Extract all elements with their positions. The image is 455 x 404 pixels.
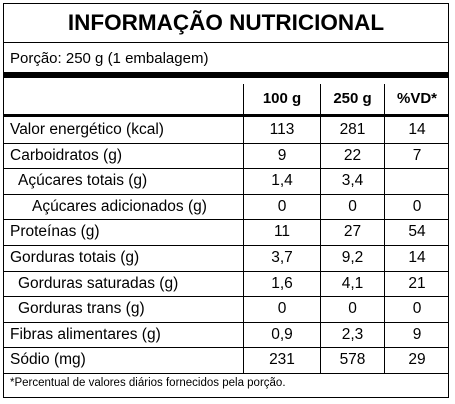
panel-title: INFORMAÇÃO NUTRICIONAL	[67, 10, 385, 35]
row-divider	[4, 270, 448, 272]
value-v250: 4,1	[341, 274, 364, 292]
row-divider	[4, 321, 448, 323]
portion-size: Porção: 250 g (1 embalagem)	[10, 50, 209, 67]
value-v250: 281	[339, 121, 366, 138]
table-row: Gorduras totais (g) 3,7 9,2 14	[4, 245, 448, 270]
value-v100: 3,7	[271, 249, 293, 266]
divider	[4, 42, 448, 43]
value-v250: 2,3	[341, 325, 364, 343]
value-v100: 9	[277, 146, 287, 164]
value-v250: 0	[348, 197, 357, 215]
header-divider	[4, 114, 448, 117]
value-vd: 54	[408, 223, 426, 241]
header-250g: 250 g	[333, 90, 372, 107]
nutrient-label: Açúcares adicionados (g)	[32, 197, 207, 215]
nutrient-label: Proteínas (g)	[10, 223, 100, 241]
value-v100: 0	[277, 300, 287, 318]
value-v250: 3,4	[341, 172, 364, 190]
column-divider	[384, 84, 385, 374]
table-row: Sódio (mg) 231 578 29	[4, 347, 448, 372]
value-vd: 14	[408, 249, 426, 266]
table-row: Açúcares adicionados (g) 0 0 0	[4, 194, 448, 219]
row-divider	[4, 219, 448, 221]
row-divider	[4, 347, 448, 349]
value-v100: 0,9	[271, 325, 293, 343]
row-divider	[4, 296, 448, 298]
value-v100: 231	[269, 351, 295, 369]
table-row: Valor energético (kcal) 113 281 14	[4, 117, 448, 142]
value-v100: 11	[273, 223, 291, 241]
header-100g: 100 g	[262, 90, 302, 107]
table-row: Carboidratos (g) 9 22 7	[4, 143, 448, 168]
table-row: Fibras alimentares (g) 0,9 2,3 9	[4, 322, 448, 347]
nutrient-label: Gorduras saturadas (g)	[18, 274, 179, 292]
nutrient-label: Valor energético (kcal)	[10, 121, 164, 138]
value-v250: 27	[343, 223, 362, 241]
table-row: Açúcares totais (g) 1,4 3,4	[4, 168, 448, 193]
nutrient-label: Gorduras totais (g)	[10, 249, 140, 266]
value-vd: 21	[408, 274, 426, 292]
thick-divider	[4, 72, 448, 78]
row-divider	[4, 142, 448, 144]
value-vd: 29	[408, 351, 426, 369]
value-vd: 0	[412, 300, 422, 318]
nutrient-label: Açúcares totais (g)	[18, 172, 148, 190]
value-v100: 113	[269, 121, 295, 138]
value-vd: 7	[412, 146, 422, 164]
column-divider	[320, 84, 321, 374]
value-v250: 578	[339, 351, 366, 369]
value-v250: 9,2	[341, 249, 364, 266]
nutrient-label: Sódio (mg)	[10, 351, 86, 369]
table-row: Gorduras trans (g) 0 0 0	[4, 296, 448, 321]
value-v100: 1,6	[271, 274, 293, 292]
nutrient-label: Gorduras trans (g)	[18, 300, 145, 318]
value-v250: 22	[343, 146, 362, 164]
table-row: Proteínas (g) 11 27 54	[4, 219, 448, 244]
nutrition-facts-panel: INFORMAÇÃO NUTRICIONAL Porção: 250 g (1 …	[3, 3, 449, 398]
nutrient-label: Carboidratos (g)	[10, 146, 122, 164]
column-divider	[243, 84, 244, 374]
value-v100: 0	[277, 197, 287, 215]
header-vd: %VD*	[396, 90, 437, 107]
value-v250: 0	[348, 300, 357, 318]
value-vd: 14	[408, 121, 426, 138]
footnote: *Percentual de valores diários fornecido…	[10, 377, 286, 389]
row-divider	[4, 245, 448, 246]
value-vd: 0	[412, 197, 422, 215]
row-divider	[4, 193, 448, 195]
divider	[4, 373, 448, 374]
value-vd: 9	[412, 325, 422, 343]
row-divider	[4, 168, 448, 170]
nutrient-label: Fibras alimentares (g)	[10, 325, 161, 343]
table-row: Gorduras saturadas (g) 1,6 4,1 21	[4, 271, 448, 296]
value-v100: 1,4	[271, 172, 293, 190]
